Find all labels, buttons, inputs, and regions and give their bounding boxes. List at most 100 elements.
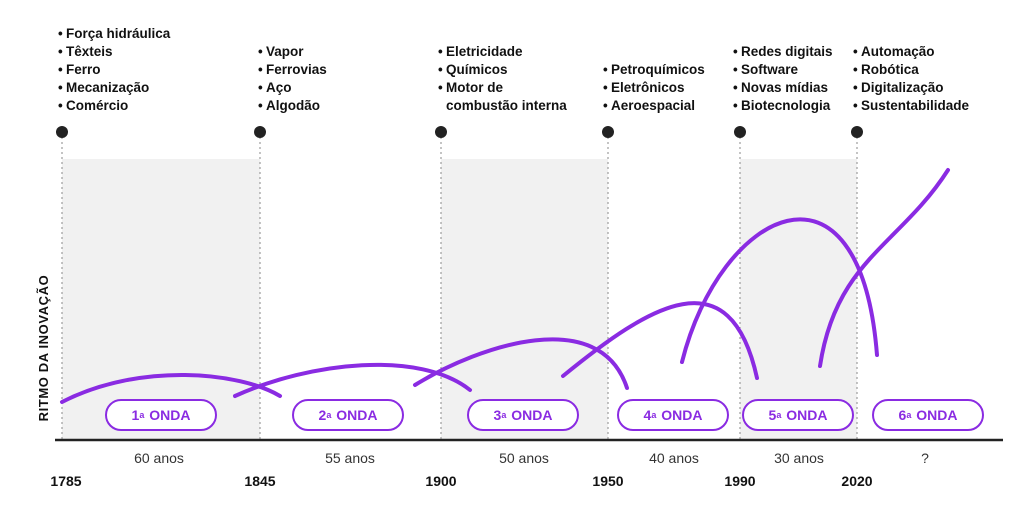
duration-label-2: 55 anos bbox=[325, 450, 375, 466]
bullet-icon: • bbox=[733, 44, 738, 59]
wave-word: ONDA bbox=[511, 407, 553, 423]
technology-label: combustão interna bbox=[446, 98, 567, 113]
bullet-icon: • bbox=[853, 80, 858, 95]
technology-label: Motor de bbox=[446, 80, 503, 95]
technology-item: • Mecanização bbox=[58, 79, 170, 97]
technology-item: • Software bbox=[733, 61, 833, 79]
bullet-icon: • bbox=[58, 62, 63, 77]
bullet-icon: • bbox=[58, 44, 63, 59]
technology-item: • Novas mídias bbox=[733, 79, 833, 97]
dot-1900 bbox=[435, 126, 447, 138]
technology-item: • Têxteis bbox=[58, 43, 170, 61]
wave-ordinal: a bbox=[139, 410, 145, 420]
technology-label: Aeroespacial bbox=[611, 98, 696, 113]
duration-label-3: 50 anos bbox=[499, 450, 549, 466]
year-label-1900: 1900 bbox=[425, 473, 457, 489]
wave-word: ONDA bbox=[336, 407, 378, 423]
technology-item: • Digitalização bbox=[853, 79, 969, 97]
technology-item: • Força hidráulica bbox=[58, 25, 170, 43]
technology-label: Robótica bbox=[861, 62, 919, 77]
technology-label: Digitalização bbox=[861, 80, 944, 95]
bullet-icon: • bbox=[853, 44, 858, 59]
wave-number: 3 bbox=[493, 407, 502, 423]
technology-item: • Robótica bbox=[853, 61, 969, 79]
duration-label-6: ? bbox=[921, 450, 929, 466]
year-label-1845: 1845 bbox=[244, 473, 276, 489]
dot-2020 bbox=[851, 126, 863, 138]
technology-label: Biotecnologia bbox=[741, 98, 831, 113]
bullet-icon: • bbox=[258, 44, 263, 59]
technology-label: Comércio bbox=[66, 98, 129, 113]
technology-item: • Eletrônicos bbox=[603, 79, 705, 97]
wave-curves bbox=[60, 168, 950, 404]
bullet-icon: • bbox=[438, 62, 443, 77]
wave-number: 6 bbox=[898, 407, 907, 423]
bullet-icon: • bbox=[258, 98, 263, 113]
technology-item: • Aço bbox=[258, 79, 327, 97]
technology-label: Têxteis bbox=[66, 44, 113, 59]
wave-curve-6 bbox=[818, 168, 950, 368]
technology-label: Aço bbox=[266, 80, 292, 95]
technology-label: Automação bbox=[861, 44, 935, 59]
wave-number: 5 bbox=[768, 407, 777, 423]
dot-1990 bbox=[734, 126, 746, 138]
duration-label-1: 60 anos bbox=[134, 450, 184, 466]
technology-label: Químicos bbox=[446, 62, 508, 77]
bullet-icon: • bbox=[733, 80, 738, 95]
year-label-2020: 2020 bbox=[841, 473, 873, 489]
timeline-dots bbox=[56, 126, 863, 138]
technology-label: Software bbox=[741, 62, 799, 77]
technology-label: Ferrovias bbox=[266, 62, 327, 77]
technology-item: • Comércio bbox=[58, 97, 170, 115]
bullet-icon: • bbox=[258, 80, 263, 95]
wave-curve-3 bbox=[413, 337, 629, 390]
technology-item: • Ferro bbox=[58, 61, 170, 79]
technology-item: • Motor de bbox=[438, 79, 567, 97]
bullet-icon: • bbox=[853, 98, 858, 113]
year-label-1990: 1990 bbox=[724, 473, 756, 489]
y-axis-label: RITMO DA INOVAÇÃO bbox=[36, 274, 51, 422]
bullet-icon: • bbox=[438, 80, 443, 95]
wave-number: 2 bbox=[318, 407, 327, 423]
wave-curve-1 bbox=[60, 373, 282, 404]
technology-label: Algodão bbox=[266, 98, 320, 113]
bullet-icon: • bbox=[603, 62, 608, 77]
wave-number: 1 bbox=[131, 407, 140, 423]
technology-item: • Eletricidade bbox=[438, 43, 567, 61]
wave-curve-2 bbox=[233, 362, 472, 398]
bullet-icon: • bbox=[603, 98, 608, 113]
bullet-icon: • bbox=[733, 98, 738, 113]
year-label-1785: 1785 bbox=[50, 473, 82, 489]
bullet-icon: • bbox=[58, 98, 63, 113]
wave-word: ONDA bbox=[661, 407, 703, 423]
technology-item: combustão interna bbox=[438, 97, 567, 115]
technology-item: • Biotecnologia bbox=[733, 97, 833, 115]
dot-1845 bbox=[254, 126, 266, 138]
year-label-1950: 1950 bbox=[592, 473, 624, 489]
technology-label: Petroquímicos bbox=[611, 62, 705, 77]
technology-item: • Ferrovias bbox=[258, 61, 327, 79]
technology-label: Vapor bbox=[266, 44, 304, 59]
dot-1785 bbox=[56, 126, 68, 138]
bullet-icon: • bbox=[733, 62, 738, 77]
technology-label: Redes digitais bbox=[741, 44, 833, 59]
technology-item: • Químicos bbox=[438, 61, 567, 79]
dot-1950 bbox=[602, 126, 614, 138]
technology-list-wave-3: • Eletricidade • Químicos • Motor de combustão… bbox=[438, 43, 567, 115]
wave-ordinal: a bbox=[776, 410, 782, 420]
duration-label-4: 40 anos bbox=[649, 450, 699, 466]
bullet-icon: • bbox=[258, 62, 263, 77]
wave-curve-5 bbox=[680, 217, 879, 364]
technology-label: Novas mídias bbox=[741, 80, 829, 95]
bullet-icon: • bbox=[603, 80, 608, 95]
wave-word: ONDA bbox=[916, 407, 958, 423]
duration-label-5: 30 anos bbox=[774, 450, 824, 466]
technology-label: Força hidráulica bbox=[66, 26, 171, 41]
technology-list-wave-4: • Petroquímicos • Eletrônicos • Aeroespacial bbox=[603, 61, 705, 115]
